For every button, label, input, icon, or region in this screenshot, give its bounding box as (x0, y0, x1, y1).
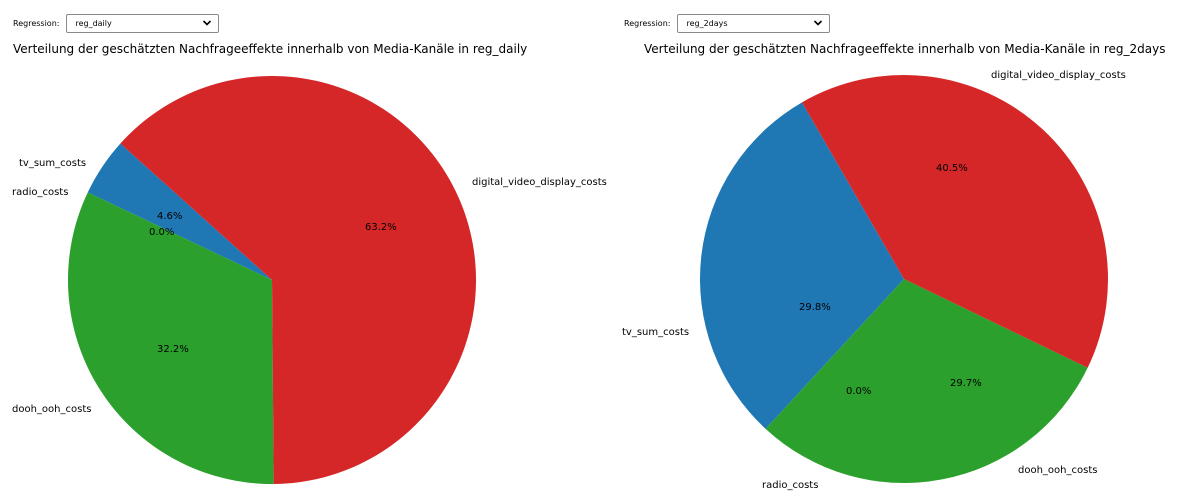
chart-title: Verteilung der geschätzten Nachfrageeffe… (13, 42, 527, 56)
pie-slice-tv-sum-costs (700, 102, 904, 429)
pct-label-tv-sum-costs: 4.6% (157, 211, 182, 222)
pie-chart-reg-daily: Verteilung der geschätzten Nachfrageeffe… (12, 42, 607, 484)
chart-title: Verteilung der geschätzten Nachfrageeffe… (644, 42, 1165, 56)
pct-label-digital-video-display-costs: 63.2% (365, 222, 397, 233)
pie-labels: tv_sum_costs radio_costs dooh_ooh_costs … (622, 70, 1126, 491)
pct-label-radio-costs: 0.0% (149, 227, 174, 238)
pie-slice-dooh-ooh-costs (68, 192, 274, 484)
pie-slice-digital-video-display-costs (120, 75, 477, 484)
regression-selector: Regression: reg_2days (624, 12, 831, 34)
regression-selector: Regression: reg_daily (13, 12, 220, 34)
slice-label-radio-costs: radio_costs (12, 187, 68, 198)
regression-dropdown-value: reg_2days (686, 18, 728, 28)
chart-panel-reg-2days: Regression: reg_2days Verteilung der ges… (600, 0, 1181, 496)
regression-dropdown[interactable]: reg_2days (677, 13, 831, 33)
pie-slice-digital-video-display-costs (802, 74, 1109, 368)
chevron-down-icon (814, 20, 823, 26)
slice-label-radio-costs: radio_costs (762, 480, 818, 491)
pie-slice-tv-sum-costs (87, 143, 272, 280)
pct-label-tv-sum-costs: 29.8% (799, 302, 831, 313)
pie-slices (68, 75, 477, 484)
slice-label-tv-sum-costs: tv_sum_costs (622, 327, 689, 338)
pie-chart-reg-2days: Verteilung der geschätzten Nachfrageeffe… (622, 42, 1165, 491)
pct-label-dooh-ooh-costs: 32.2% (157, 344, 189, 355)
pie-slice-dooh-ooh-costs (765, 279, 1088, 484)
pct-label-radio-costs: 0.0% (846, 386, 871, 397)
slice-label-digital-video-display-costs: digital_video_display_costs (991, 70, 1126, 81)
regression-dropdown-value: reg_daily (75, 18, 112, 28)
slice-label-dooh-ooh-costs: dooh_ooh_costs (1018, 465, 1097, 476)
slice-label-dooh-ooh-costs: dooh_ooh_costs (12, 404, 91, 415)
chart-panel-reg-daily: Regression: reg_daily Verteilung der ges… (12, 12, 607, 484)
pie-slices (700, 74, 1109, 484)
slice-label-tv-sum-costs: tv_sum_costs (19, 158, 86, 169)
pct-label-dooh-ooh-costs: 29.7% (950, 378, 982, 389)
regression-dropdown[interactable]: reg_daily (66, 13, 220, 33)
pct-label-digital-video-display-costs: 40.5% (936, 163, 968, 174)
pie-labels: tv_sum_costs radio_costs dooh_ooh_costs … (12, 158, 607, 415)
regression-label: Regression: (13, 18, 60, 28)
slice-label-digital-video-display-costs: digital_video_display_costs (472, 177, 607, 188)
regression-label: Regression: (624, 18, 671, 28)
chevron-down-icon (203, 20, 212, 26)
